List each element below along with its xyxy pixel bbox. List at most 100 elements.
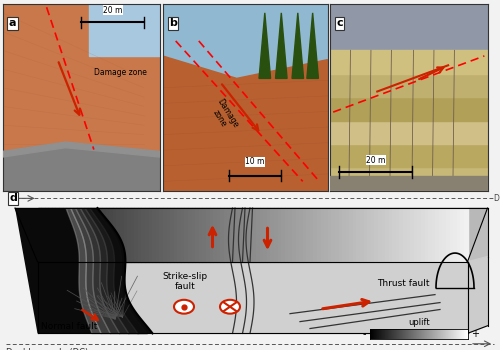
Polygon shape xyxy=(278,208,281,262)
Polygon shape xyxy=(202,208,206,262)
Text: uplift: uplift xyxy=(408,317,430,327)
Polygon shape xyxy=(213,208,216,262)
Polygon shape xyxy=(134,208,138,262)
Polygon shape xyxy=(314,208,317,262)
Polygon shape xyxy=(276,13,287,78)
Polygon shape xyxy=(328,208,332,262)
Text: a: a xyxy=(9,19,16,28)
Polygon shape xyxy=(302,208,306,262)
Text: Damage zone thickness: Damage zone thickness xyxy=(494,194,500,203)
Polygon shape xyxy=(267,208,270,262)
Polygon shape xyxy=(44,208,48,262)
Bar xyxy=(330,50,488,74)
Polygon shape xyxy=(382,208,385,262)
Polygon shape xyxy=(98,208,102,262)
Polygon shape xyxy=(450,208,453,262)
Polygon shape xyxy=(199,208,202,262)
Polygon shape xyxy=(332,208,335,262)
Polygon shape xyxy=(288,208,292,262)
Polygon shape xyxy=(406,208,410,262)
Polygon shape xyxy=(184,208,188,262)
Polygon shape xyxy=(349,208,353,262)
Polygon shape xyxy=(77,208,80,262)
Polygon shape xyxy=(342,208,345,262)
Polygon shape xyxy=(152,208,156,262)
Polygon shape xyxy=(228,208,231,262)
Polygon shape xyxy=(15,208,488,262)
Polygon shape xyxy=(127,208,130,262)
Polygon shape xyxy=(162,56,328,191)
Polygon shape xyxy=(210,208,213,262)
Bar xyxy=(330,120,488,144)
Polygon shape xyxy=(89,4,160,56)
Polygon shape xyxy=(238,208,242,262)
Polygon shape xyxy=(460,208,464,262)
Polygon shape xyxy=(446,208,450,262)
Polygon shape xyxy=(2,144,160,191)
Polygon shape xyxy=(367,208,371,262)
Polygon shape xyxy=(338,208,342,262)
Text: 20 m: 20 m xyxy=(103,6,122,15)
Polygon shape xyxy=(88,208,91,262)
Polygon shape xyxy=(457,208,460,262)
Text: 20 m: 20 m xyxy=(366,155,386,164)
Polygon shape xyxy=(310,208,314,262)
Polygon shape xyxy=(421,208,424,262)
Polygon shape xyxy=(170,208,173,262)
Text: -: - xyxy=(362,329,366,339)
Polygon shape xyxy=(38,262,468,334)
Polygon shape xyxy=(424,208,428,262)
Polygon shape xyxy=(188,208,192,262)
Polygon shape xyxy=(195,208,199,262)
Polygon shape xyxy=(38,208,41,262)
Text: d: d xyxy=(9,193,17,203)
Polygon shape xyxy=(84,208,87,262)
Circle shape xyxy=(174,300,194,314)
Bar xyxy=(330,144,488,167)
Polygon shape xyxy=(270,208,274,262)
Polygon shape xyxy=(246,208,249,262)
Polygon shape xyxy=(166,208,170,262)
Polygon shape xyxy=(156,208,160,262)
Polygon shape xyxy=(307,13,318,78)
Polygon shape xyxy=(392,208,396,262)
Polygon shape xyxy=(292,208,296,262)
Polygon shape xyxy=(432,208,435,262)
Text: +: + xyxy=(472,329,480,339)
Polygon shape xyxy=(274,208,278,262)
Polygon shape xyxy=(116,208,120,262)
Polygon shape xyxy=(102,208,106,262)
Polygon shape xyxy=(281,208,285,262)
Polygon shape xyxy=(346,208,349,262)
Polygon shape xyxy=(181,208,184,262)
Polygon shape xyxy=(306,208,310,262)
Polygon shape xyxy=(400,208,403,262)
Polygon shape xyxy=(385,208,388,262)
Polygon shape xyxy=(374,208,378,262)
Polygon shape xyxy=(41,208,44,262)
Polygon shape xyxy=(418,208,421,262)
Polygon shape xyxy=(66,208,70,262)
Polygon shape xyxy=(263,208,267,262)
Polygon shape xyxy=(317,208,320,262)
Text: b: b xyxy=(169,19,177,28)
Polygon shape xyxy=(177,208,181,262)
Polygon shape xyxy=(442,208,446,262)
Polygon shape xyxy=(124,208,127,262)
Circle shape xyxy=(220,300,240,314)
Polygon shape xyxy=(285,208,288,262)
Polygon shape xyxy=(70,208,73,262)
Polygon shape xyxy=(74,208,77,262)
Polygon shape xyxy=(80,208,84,262)
Polygon shape xyxy=(396,208,400,262)
Bar xyxy=(330,4,488,50)
Polygon shape xyxy=(428,208,432,262)
Polygon shape xyxy=(109,208,113,262)
Polygon shape xyxy=(320,208,324,262)
Polygon shape xyxy=(59,208,62,262)
Polygon shape xyxy=(360,208,364,262)
Polygon shape xyxy=(56,208,59,262)
Polygon shape xyxy=(52,208,56,262)
Polygon shape xyxy=(249,208,252,262)
Polygon shape xyxy=(353,208,356,262)
